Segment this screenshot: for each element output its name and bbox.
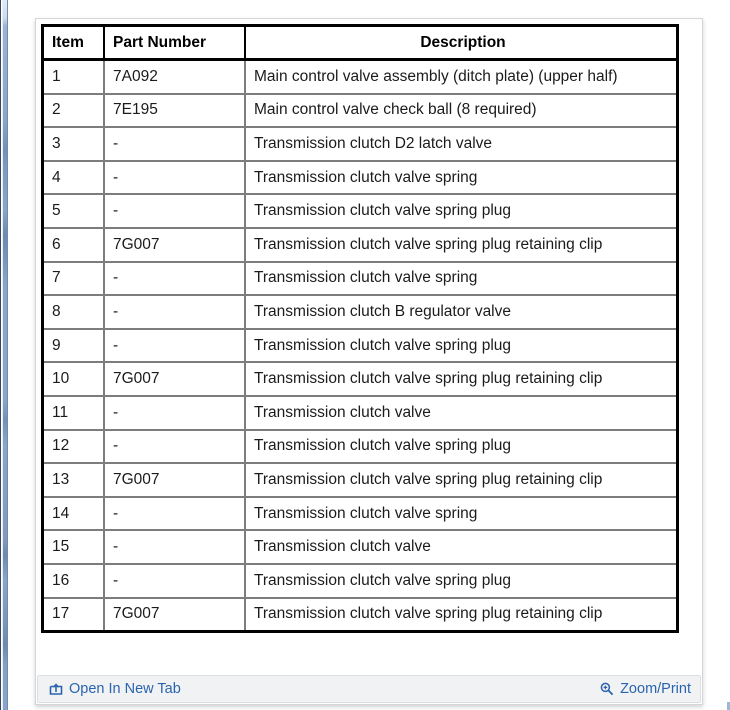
cell-desc: Transmission clutch valve spring plug re…	[244, 226, 679, 263]
zoom-print-link[interactable]: Zoom/Print	[600, 681, 691, 697]
table-row: 16- Transmission clutch valve spring plug	[41, 562, 679, 599]
cell-desc: Main control valve check ball (8 require…	[244, 92, 679, 129]
table-row: 12- Transmission clutch valve spring plug	[41, 428, 679, 465]
cell-desc: Transmission clutch valve spring plug re…	[244, 462, 679, 498]
cell-item: 3	[41, 126, 105, 162]
cell-part: 7A092	[103, 58, 246, 95]
table-row: 17 7G007 Transmission clutch valve spring …	[41, 596, 679, 633]
parts-table-container: Item Part Number Description 1 7A092 Main …	[36, 19, 702, 675]
cell-part: 7G007	[103, 226, 246, 263]
cell-desc: Transmission clutch valve spring plug	[244, 193, 679, 229]
cell-part: 7E195	[103, 92, 246, 129]
table-row: 3- Transmission clutch D2 latch valve	[41, 126, 679, 162]
cell-item: 1	[41, 58, 105, 95]
cell-part: -	[103, 428, 246, 465]
cell-item: 10	[41, 361, 105, 397]
cell-desc: Transmission clutch valve spring plug re…	[244, 361, 679, 397]
cell-part: -	[103, 529, 246, 565]
cell-part: -	[103, 193, 246, 229]
cell-part: 7G007	[103, 361, 246, 397]
zoom-plus-icon	[600, 682, 614, 696]
scrollbar-thumb[interactable]	[2, 0, 8, 710]
parts-table: Item Part Number Description 1 7A092 Main …	[41, 24, 679, 634]
cell-item: 4	[41, 159, 105, 196]
cell-desc: Transmission clutch valve spring	[244, 495, 679, 532]
cell-part: -	[103, 562, 246, 599]
parts-list-widget: Item Part Number Description 1 7A092 Main …	[35, 18, 703, 705]
cell-item: 6	[41, 226, 105, 263]
table-row: 8- Transmission clutch B regulator valve	[41, 294, 679, 330]
cell-item: 7	[41, 260, 105, 297]
cell-item: 5	[41, 193, 105, 229]
parts-table-body: 1 7A092 Main control valve assembly (ditch…	[41, 58, 679, 633]
cell-item: 8	[41, 294, 105, 330]
cell-item: 17	[41, 596, 105, 633]
table-row: 13 7G007 Transmission clutch valve spring …	[41, 462, 679, 498]
cell-part: -	[103, 495, 246, 532]
cell-desc: Transmission clutch valve	[244, 394, 679, 431]
table-row: 7- Transmission clutch valve spring	[41, 260, 679, 297]
cell-desc: Transmission clutch B regulator valve	[244, 294, 679, 330]
page-left-scrollbar-track	[0, 0, 9, 710]
widget-footer-bar: Open In New Tab Zoom/Print	[37, 675, 701, 703]
cell-item: 14	[41, 495, 105, 532]
table-row: 14- Transmission clutch valve spring	[41, 495, 679, 532]
cell-item: 16	[41, 562, 105, 599]
cell-desc: Transmission clutch valve spring	[244, 159, 679, 196]
cell-desc: Transmission clutch D2 latch valve	[244, 126, 679, 162]
col-header-description: Description	[244, 24, 679, 61]
cell-item: 12	[41, 428, 105, 465]
cell-desc: Transmission clutch valve spring plug	[244, 428, 679, 465]
cell-part: -	[103, 126, 246, 162]
table-row: 5- Transmission clutch valve spring plug	[41, 193, 679, 229]
cell-item: 9	[41, 327, 105, 364]
parts-table-head: Item Part Number Description	[41, 24, 679, 61]
cell-desc: Transmission clutch valve spring plug	[244, 562, 679, 599]
cell-part: -	[103, 394, 246, 431]
table-row: 2 7E195 Main control valve check ball (8 r…	[41, 92, 679, 129]
col-header-item: Item	[41, 24, 105, 61]
cell-part: 7G007	[103, 462, 246, 498]
cell-part: -	[103, 159, 246, 196]
cell-item: 2	[41, 92, 105, 129]
table-row: 10 7G007 Transmission clutch valve spring …	[41, 361, 679, 397]
open-in-new-tab-link[interactable]: Open In New Tab	[49, 681, 181, 697]
table-row: 6 7G007 Transmission clutch valve spring p…	[41, 226, 679, 263]
table-row: 9- Transmission clutch valve spring plug	[41, 327, 679, 364]
cell-desc: Transmission clutch valve	[244, 529, 679, 565]
zoom-print-label: Zoom/Print	[620, 681, 691, 697]
cell-desc: Transmission clutch valve spring plug re…	[244, 596, 679, 633]
table-row: 11- Transmission clutch valve	[41, 394, 679, 431]
cell-part: 7G007	[103, 596, 246, 633]
cell-desc: Transmission clutch valve spring plug	[244, 327, 679, 364]
cell-part: -	[103, 294, 246, 330]
open-in-new-tab-label: Open In New Tab	[69, 681, 181, 697]
table-row: 4- Transmission clutch valve spring	[41, 159, 679, 196]
table-row: 15- Transmission clutch valve	[41, 529, 679, 565]
cell-item: 15	[41, 529, 105, 565]
cell-desc: Transmission clutch valve spring	[244, 260, 679, 297]
cell-item: 11	[41, 394, 105, 431]
open-in-new-tab-icon	[49, 682, 63, 696]
cell-part: -	[103, 327, 246, 364]
table-row: 1 7A092 Main control valve assembly (ditch…	[41, 58, 679, 95]
col-header-part-number: Part Number	[103, 24, 246, 61]
cell-item: 13	[41, 462, 105, 498]
header-row: Item Part Number Description	[41, 24, 679, 61]
cell-part: -	[103, 260, 246, 297]
page-bottom-right-accent	[727, 702, 730, 710]
cell-desc: Main control valve assembly (ditch plate…	[244, 58, 679, 95]
